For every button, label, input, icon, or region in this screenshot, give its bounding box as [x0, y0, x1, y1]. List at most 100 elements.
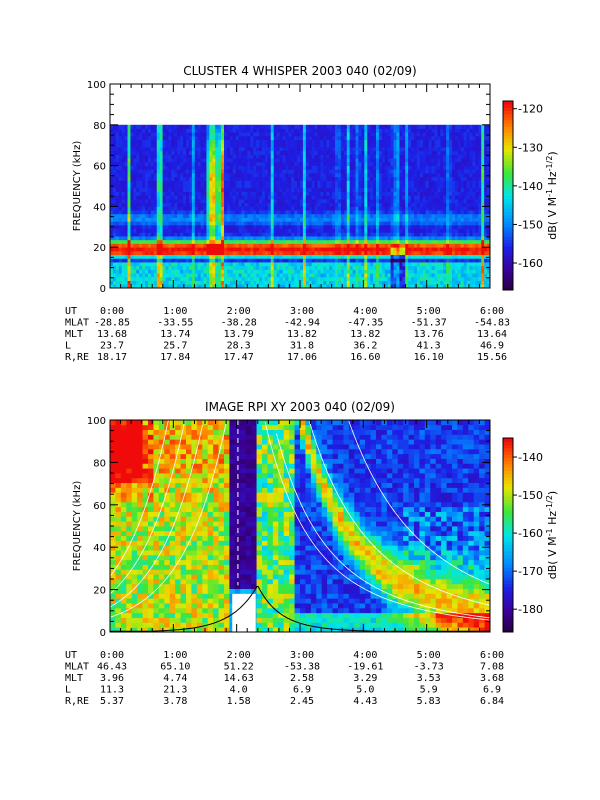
- p1-cell: [314, 265, 318, 270]
- p1-cell: [358, 221, 362, 226]
- p1-cell: [212, 147, 216, 152]
- p1-cell: [241, 221, 245, 226]
- p1-cell: [370, 232, 374, 237]
- p1-cell: [329, 173, 333, 178]
- p1-cell: [323, 158, 327, 163]
- p1-cell: [317, 243, 321, 248]
- p1-cell: [428, 276, 432, 281]
- p1-cell: [393, 165, 397, 170]
- p1-cell: [308, 280, 313, 285]
- p1-cell: [305, 187, 310, 192]
- p1-cell: [425, 202, 430, 207]
- p1-cell: [408, 139, 412, 144]
- p1-cell: [387, 158, 392, 163]
- p1-cell: [153, 273, 158, 278]
- p1-cell: [320, 262, 324, 267]
- p1-cell: [264, 265, 269, 270]
- p1-cell: [314, 173, 318, 178]
- p1-cell: [226, 254, 231, 259]
- p1-cell: [352, 213, 356, 218]
- p1-cell: [209, 147, 213, 152]
- p1-cell: [235, 273, 240, 278]
- p1-cell: [396, 195, 400, 200]
- p1-cell: [422, 128, 427, 133]
- p1-cell: [425, 169, 430, 174]
- p1-cell: [294, 232, 298, 237]
- p1-cell: [384, 273, 389, 278]
- p1-cell: [250, 135, 254, 141]
- p1-cell: [428, 221, 432, 226]
- p1-cell: [253, 147, 257, 152]
- p1-cell: [308, 184, 313, 189]
- p1-cell: [264, 210, 269, 215]
- p1-cell: [130, 284, 134, 289]
- p1-cell: [165, 273, 169, 278]
- p1-cell: [434, 232, 438, 237]
- p1-cell: [361, 243, 365, 248]
- p1-cell: [153, 250, 158, 256]
- p1-cell: [405, 184, 409, 189]
- p1-cell: [282, 276, 286, 281]
- p1-cell: [314, 202, 318, 207]
- p1-cell: [212, 254, 216, 259]
- p1-cell: [118, 269, 123, 274]
- p1-cell: [168, 158, 172, 163]
- p1-cell: [150, 276, 155, 281]
- p1-cell: [139, 273, 143, 278]
- p1-cell: [180, 195, 184, 200]
- p1-cell: [264, 184, 269, 189]
- p1-cell: [378, 217, 383, 222]
- p1-cell: [177, 239, 181, 244]
- p1-cell: [197, 169, 202, 174]
- p1-cell: [285, 154, 289, 159]
- p1-cell: [115, 280, 120, 285]
- p1-cell: [335, 135, 339, 141]
- p1-cell: [229, 191, 234, 196]
- p1-cell: [276, 187, 280, 192]
- p1-cell: [133, 206, 137, 211]
- p1-cell: [329, 128, 333, 133]
- p1-cell: [414, 191, 418, 196]
- p1-cell: [343, 173, 348, 178]
- p1-cell: [127, 224, 131, 230]
- p1-cell: [232, 147, 237, 152]
- p1-cell: [390, 265, 394, 270]
- p1-cell: [393, 258, 397, 263]
- p1-cell: [136, 258, 140, 263]
- p1-cell: [264, 135, 269, 141]
- p1-cell: [425, 236, 430, 241]
- p1-cell: [414, 206, 418, 211]
- p1-cell: [349, 184, 354, 189]
- p1-cell: [250, 280, 254, 285]
- p1-cell: [194, 135, 199, 141]
- p1-cell: [390, 206, 394, 211]
- p1-cell: [206, 154, 210, 159]
- p1-cell: [264, 213, 269, 218]
- p1-cell: [118, 176, 123, 181]
- p1-cell: [212, 228, 216, 233]
- p1-cell: [241, 269, 245, 274]
- p1-cell: [332, 154, 336, 159]
- p1-cell: [294, 262, 298, 267]
- p1-cell: [180, 147, 184, 152]
- p1-cell: [235, 135, 240, 141]
- p1-cell: [399, 128, 403, 133]
- p1-cell: [349, 206, 354, 211]
- p1-cell: [370, 135, 374, 141]
- p1-cell: [317, 143, 321, 148]
- p1-cell: [203, 180, 207, 185]
- p1-cell: [419, 143, 424, 148]
- p1-cell: [174, 176, 178, 181]
- p1-cell: [308, 269, 313, 274]
- p1-cell: [206, 269, 210, 274]
- p1-cell: [364, 169, 368, 174]
- p1-cell: [215, 236, 219, 241]
- p1-cell: [323, 132, 327, 137]
- p1-cell: [215, 147, 219, 152]
- p1-cell: [422, 195, 427, 200]
- p1-cell: [300, 180, 304, 185]
- p1-cell: [145, 276, 149, 281]
- p1-cell: [428, 280, 432, 285]
- p1-cell: [218, 191, 222, 196]
- p1-cell: [203, 280, 207, 285]
